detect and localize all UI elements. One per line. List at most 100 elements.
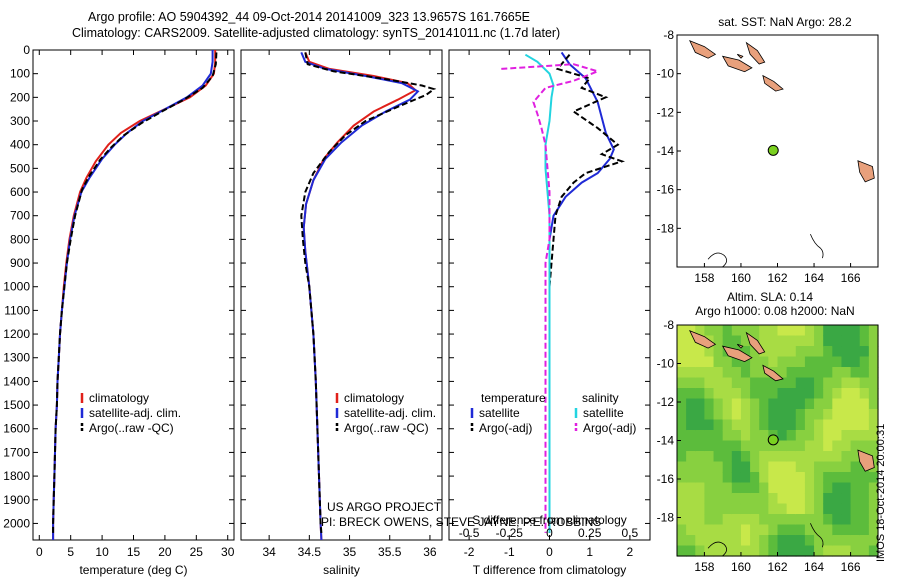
sla-cell bbox=[804, 524, 815, 536]
sla-cell bbox=[731, 493, 742, 505]
temperature-ytick-label: 1700 bbox=[3, 445, 30, 459]
sla-cell bbox=[814, 367, 824, 379]
sla-cell bbox=[731, 377, 742, 389]
sla-cell bbox=[704, 367, 715, 379]
sst_map-ytick-label: -16 bbox=[657, 183, 675, 197]
sla-cell bbox=[777, 503, 788, 515]
sla-cell bbox=[686, 545, 696, 557]
sst_map-land bbox=[689, 40, 717, 59]
sla-cell bbox=[759, 356, 769, 368]
legend-label: satellite bbox=[583, 406, 624, 420]
sla_map-argo-marker bbox=[767, 434, 779, 446]
sla-cell bbox=[686, 472, 696, 484]
sla-cell bbox=[695, 503, 706, 515]
sla_map-xtick-label: 162 bbox=[767, 560, 787, 574]
sla-cell bbox=[841, 503, 852, 515]
sla-cell bbox=[795, 335, 806, 347]
sla-cell bbox=[768, 535, 779, 547]
temperature-ytick-label: 1100 bbox=[4, 303, 30, 317]
sla-cell bbox=[868, 430, 879, 442]
sla-cell bbox=[695, 514, 706, 526]
sla-cell bbox=[686, 409, 696, 421]
sla-cell bbox=[832, 325, 843, 337]
sla-cell bbox=[804, 503, 815, 515]
temperature-panel: 0 5 10 15 20 25 300100200300400500600700800900… bbox=[3, 43, 234, 577]
sla-cell bbox=[731, 398, 742, 410]
sla-cell bbox=[704, 514, 715, 526]
sla-cell bbox=[814, 335, 824, 347]
sla-cell bbox=[786, 388, 797, 400]
sla-cell bbox=[850, 430, 861, 442]
sla-cell bbox=[841, 430, 852, 442]
sla-cell bbox=[850, 419, 861, 431]
sla-cell bbox=[677, 398, 687, 410]
sla-cell bbox=[704, 346, 715, 358]
sla-cell bbox=[722, 367, 733, 379]
sla-cell bbox=[768, 409, 779, 421]
sla-cell bbox=[722, 461, 733, 473]
sla-cell bbox=[759, 482, 769, 494]
sla-cell bbox=[704, 482, 715, 494]
sla-cell bbox=[777, 535, 788, 547]
sla-cell bbox=[677, 482, 687, 494]
sla-cell bbox=[750, 514, 760, 526]
temperature-ytick-label: 1400 bbox=[3, 374, 30, 388]
sla-cell bbox=[695, 356, 706, 368]
sla-cell bbox=[859, 472, 870, 484]
sla-cell bbox=[823, 503, 833, 515]
sla-cell bbox=[704, 493, 715, 505]
temperature-xtick-label: 0 bbox=[36, 545, 43, 559]
sla-cell bbox=[759, 503, 769, 515]
sla-cell bbox=[850, 335, 861, 347]
sla-cell bbox=[740, 545, 751, 557]
sla-cell bbox=[677, 377, 687, 389]
sla-cell bbox=[868, 409, 879, 421]
sla-cell bbox=[859, 398, 870, 410]
sla_map-ytick-label: -12 bbox=[657, 395, 675, 409]
sla-cell bbox=[740, 335, 751, 347]
sla-cell bbox=[677, 335, 687, 347]
sla-cell bbox=[841, 461, 852, 473]
sla-cell bbox=[786, 482, 797, 494]
sla-cell bbox=[704, 325, 715, 337]
sla-cell bbox=[804, 346, 815, 358]
sla-cell bbox=[850, 325, 861, 337]
sla-cell bbox=[814, 503, 824, 515]
sla-cell bbox=[841, 346, 852, 358]
sla-cell bbox=[777, 430, 788, 442]
sla-cell bbox=[686, 430, 696, 442]
sla-cell bbox=[795, 419, 806, 431]
sla-cell bbox=[713, 440, 724, 452]
temperature-xtick-label: 25 bbox=[190, 545, 204, 559]
difference-sxtick-label: 0.5 bbox=[622, 526, 639, 540]
sla-cell bbox=[759, 419, 769, 431]
sla-cell bbox=[713, 461, 724, 473]
sla-cell bbox=[713, 409, 724, 421]
project-name: US ARGO PROJECT bbox=[327, 500, 442, 514]
sst_map-land bbox=[737, 53, 744, 59]
sla-cell bbox=[814, 524, 824, 536]
temperature-xtick-label: 15 bbox=[127, 545, 141, 559]
sla-cell bbox=[686, 461, 696, 473]
sla-cell bbox=[795, 451, 806, 463]
sla-cell bbox=[814, 451, 824, 463]
sla-cell bbox=[677, 346, 687, 358]
sla_map-land bbox=[745, 331, 766, 355]
legend-label: satellite-adj. clim. bbox=[344, 406, 436, 420]
sla-cell bbox=[731, 461, 742, 473]
sla-cell bbox=[841, 482, 852, 494]
sla-cell bbox=[713, 398, 724, 410]
sla-cell bbox=[731, 356, 742, 368]
sla-cell bbox=[823, 535, 833, 547]
sla-cell bbox=[759, 430, 769, 442]
salinity-series-argo-raw-qc- bbox=[300, 52, 437, 533]
sla-cell bbox=[795, 524, 806, 536]
sla-cell bbox=[777, 514, 788, 526]
sla-cell bbox=[868, 335, 879, 347]
sla-cell bbox=[850, 440, 861, 452]
sla-cell bbox=[859, 335, 870, 347]
sla-cell bbox=[713, 535, 724, 547]
sst_map-panel: 158 160 162 164 166 -8 -10 -12 -14 -16 -18 sat. SST… bbox=[657, 15, 879, 285]
sla-cell bbox=[804, 388, 815, 400]
sla-cell bbox=[777, 440, 788, 452]
